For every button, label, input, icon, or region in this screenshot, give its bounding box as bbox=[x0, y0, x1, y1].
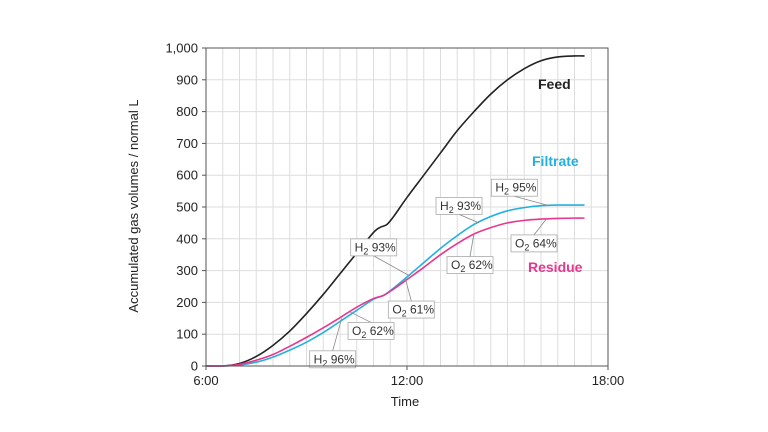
series-lines bbox=[205, 55, 585, 367]
series-label-feed: Feed bbox=[538, 76, 571, 92]
annotation-label: H2 96% bbox=[314, 352, 355, 368]
series-line-filtrate bbox=[205, 204, 585, 367]
y-tick-label: 600 bbox=[176, 168, 198, 183]
y-tick-label: 900 bbox=[176, 72, 198, 87]
series-label-filtrate: Filtrate bbox=[532, 153, 579, 169]
annotation-callout: H2 93% bbox=[435, 196, 483, 224]
annotation-label: H2 95% bbox=[495, 181, 536, 197]
y-tick-label: 700 bbox=[176, 136, 198, 151]
y-tick-label: 200 bbox=[176, 295, 198, 310]
annotation-leader bbox=[404, 278, 412, 302]
annotation-leader bbox=[373, 255, 409, 276]
y-tick-label: 100 bbox=[176, 327, 198, 342]
annotation-leader bbox=[514, 195, 550, 207]
y-tick-label: 1,000 bbox=[165, 41, 198, 56]
annotation-box bbox=[347, 322, 395, 340]
annotation-box bbox=[446, 256, 494, 274]
annotation-leader bbox=[469, 233, 475, 257]
annotation-box bbox=[435, 196, 483, 215]
annotation-box bbox=[510, 234, 558, 253]
annotation-callout: H2 96% bbox=[309, 318, 357, 369]
y-tick-label: 300 bbox=[176, 263, 198, 278]
annotation-box bbox=[309, 350, 357, 369]
annotation-box bbox=[350, 238, 398, 257]
y-axis-title: Accumulated gas volumes / normal L bbox=[126, 99, 141, 312]
y-tick-label: 0 bbox=[191, 359, 198, 374]
annotation-callout: O2 62% bbox=[446, 233, 494, 274]
y-tick-label: 400 bbox=[176, 231, 198, 246]
annotation-callout: H2 95% bbox=[490, 178, 550, 207]
annotation-callout: O2 64% bbox=[510, 219, 558, 253]
annotation-leader bbox=[458, 214, 480, 224]
x-tick-label: 12:00 bbox=[391, 373, 424, 388]
x-axis-title: Time bbox=[391, 394, 419, 409]
annotation-label: O2 64% bbox=[515, 236, 557, 252]
annotation-callout: O2 61% bbox=[387, 278, 435, 319]
series-label-residue: Residue bbox=[528, 259, 583, 275]
annotation-label: O2 62% bbox=[451, 258, 493, 274]
annotation-label: O2 62% bbox=[352, 324, 394, 340]
annotation-leader bbox=[332, 318, 343, 351]
x-tick-label: 6:00 bbox=[193, 373, 218, 388]
annotation-box bbox=[387, 300, 435, 319]
annotation-label: O2 61% bbox=[392, 303, 434, 319]
y-tick-label: 800 bbox=[176, 104, 198, 119]
annotations: H2 96% O2 62% H2 93% O2 61% H2 93% O2 62% H2 9… bbox=[309, 178, 558, 369]
series-line-feed bbox=[205, 55, 585, 367]
axes: 0 100 200 300 400 500 600 700 800 900 1,000 6:00 12:… bbox=[165, 41, 624, 389]
y-tick-label: 500 bbox=[176, 200, 198, 215]
annotation-leader bbox=[533, 219, 547, 236]
annotation-label: H2 93% bbox=[355, 240, 396, 256]
annotation-callout: O2 62% bbox=[347, 311, 395, 340]
annotation-leader bbox=[349, 311, 372, 323]
annotation-label: H2 93% bbox=[440, 199, 481, 215]
annotation-callout: H2 93% bbox=[350, 238, 409, 276]
x-tick-label: 18:00 bbox=[592, 373, 625, 388]
series-line-residue bbox=[205, 217, 585, 367]
annotation-box bbox=[490, 178, 538, 197]
